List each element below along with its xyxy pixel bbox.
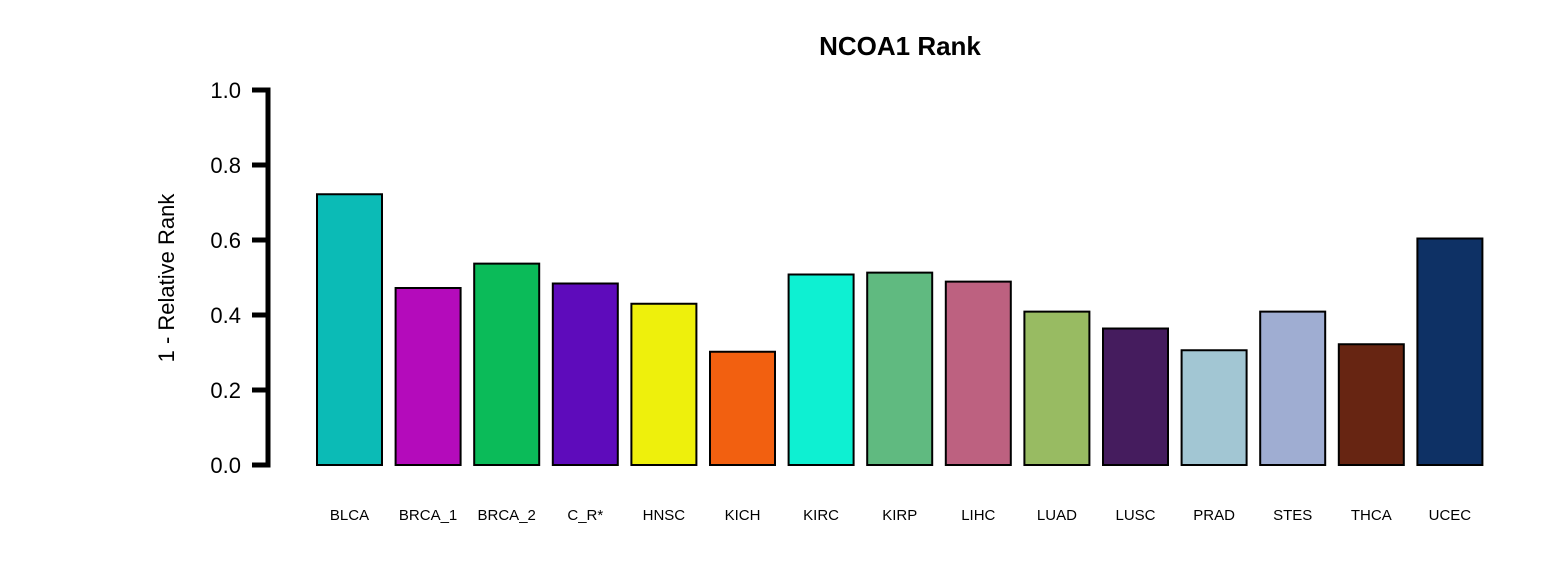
x-tick-label: HNSC <box>643 507 686 524</box>
x-tick-label: PRAD <box>1193 507 1235 524</box>
x-tick-label: KICH <box>725 507 761 524</box>
bar-kirc <box>787 273 855 466</box>
y-tick-label: 1.0 <box>210 78 241 103</box>
x-tick-label: LUSC <box>1115 507 1155 524</box>
bar-ucec <box>1416 237 1484 466</box>
y-tick-label: 0.0 <box>210 453 241 478</box>
x-tick-label: KIRC <box>803 507 839 524</box>
bar-luad <box>1023 310 1091 466</box>
bar-kirp <box>866 271 934 466</box>
x-tick-label: UCEC <box>1429 507 1472 524</box>
bar-c-r <box>551 282 619 466</box>
x-tick-label: STES <box>1273 507 1312 524</box>
x-tick-label: C_R* <box>567 507 603 524</box>
bar-lusc <box>1102 327 1169 466</box>
bars-group <box>316 193 1484 466</box>
x-tick-label: BRCA_2 <box>478 507 536 524</box>
x-tick-label: LIHC <box>961 507 995 524</box>
bar-stes <box>1259 310 1327 466</box>
x-tick-label: THCA <box>1351 507 1392 524</box>
y-tick-label: 0.4 <box>210 303 241 328</box>
chart-title: NCOA1 Rank <box>819 31 981 61</box>
x-tick-label: BRCA_1 <box>399 507 457 524</box>
y-tick-label: 0.6 <box>210 228 241 253</box>
x-tick-label: LUAD <box>1037 507 1077 524</box>
bar-prad <box>1180 349 1248 466</box>
bar-thca <box>1337 343 1405 466</box>
bar-brca-1 <box>394 287 462 466</box>
x-tick-label: BLCA <box>330 507 369 524</box>
bar-kich <box>709 350 776 466</box>
bar-blca <box>316 193 383 466</box>
y-axis-title: 1 - Relative Rank <box>154 193 179 363</box>
bar-lihc <box>944 280 1012 466</box>
y-tick-label: 0.8 <box>210 153 241 178</box>
x-axis-labels: BLCA BRCA_1 BRCA_2 C_R* HNSC KICH KIRC KIRP LIHC… <box>330 507 1471 524</box>
x-tick-label: KIRP <box>882 507 917 524</box>
bar-brca-2 <box>473 262 541 466</box>
bar-hnsc <box>630 302 698 466</box>
y-axis: 0.0 0.2 0.4 0.6 0.8 1.0 <box>210 78 271 478</box>
y-tick-label: 0.2 <box>210 378 241 403</box>
